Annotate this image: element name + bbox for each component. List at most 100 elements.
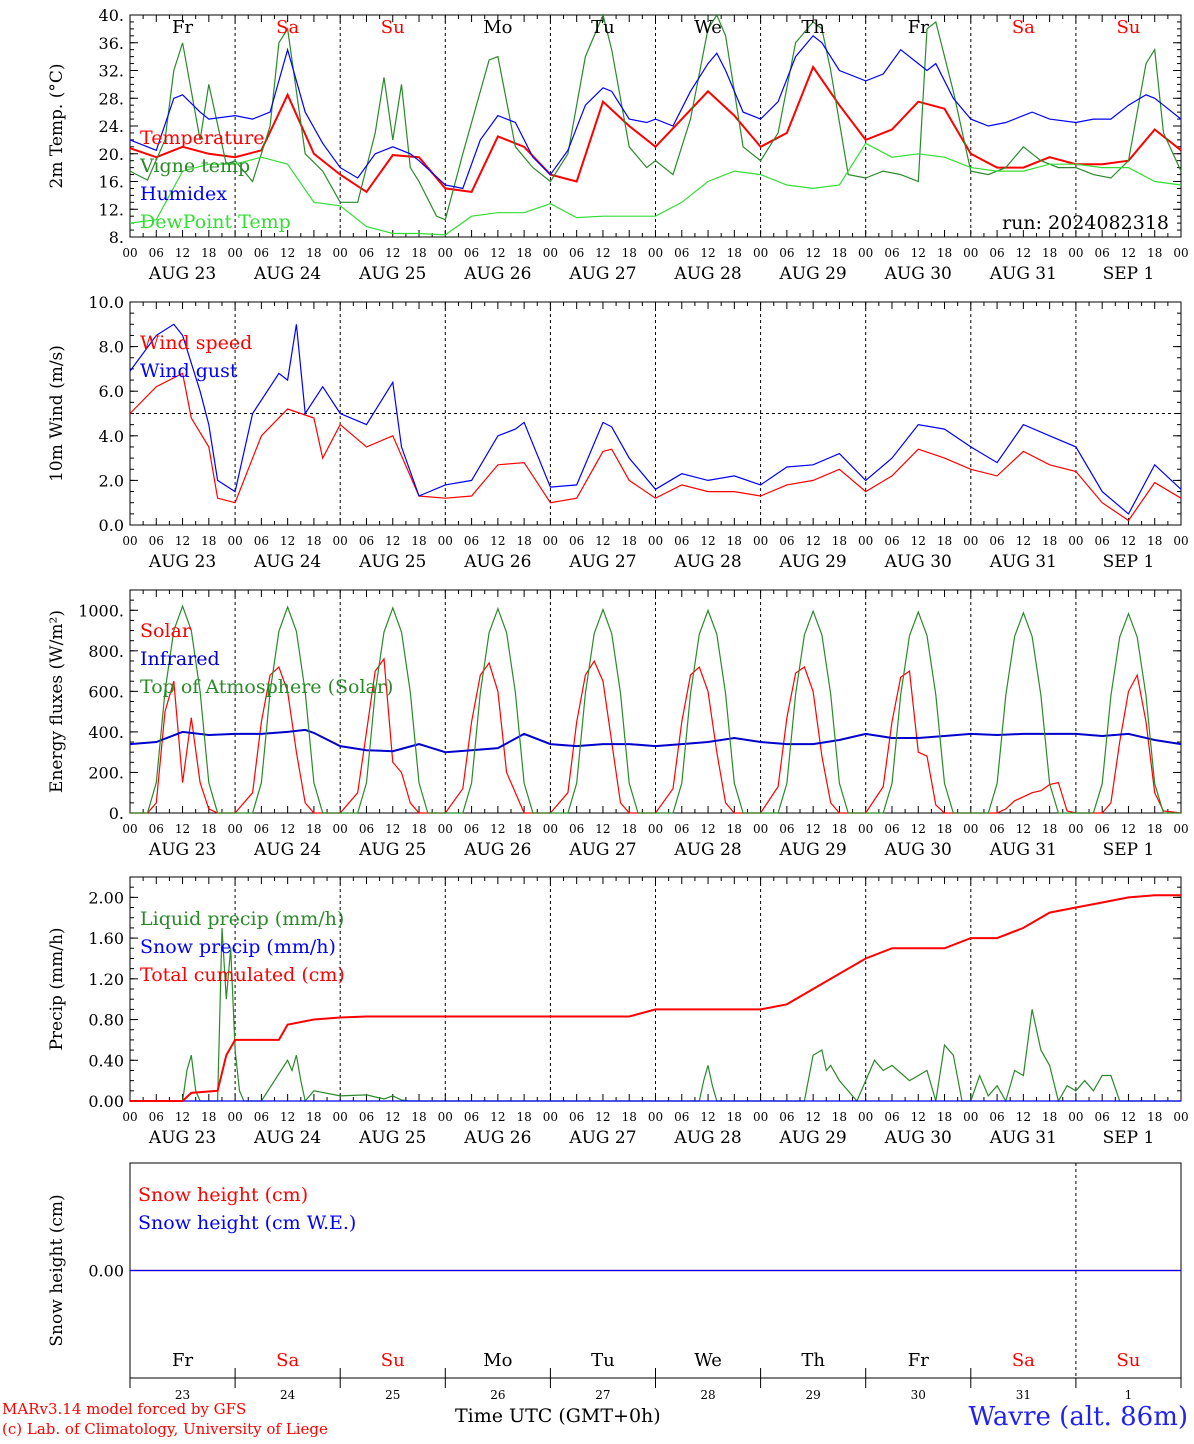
- hour-tick-label: 12: [806, 534, 821, 548]
- hour-tick-label: 06: [674, 822, 689, 836]
- hour-tick-label: 18: [622, 1110, 637, 1124]
- y-tick-label: 28.: [99, 89, 124, 108]
- hour-tick-label: 18: [1147, 534, 1162, 548]
- date-label: AUG 28: [673, 840, 741, 860]
- hour-tick-label: 06: [254, 534, 269, 548]
- hour-tick-label: 12: [280, 1110, 295, 1124]
- hour-tick-label: 00: [858, 822, 873, 836]
- hour-tick-label: 06: [779, 1110, 794, 1124]
- hour-tick-label: 00: [753, 822, 768, 836]
- hour-tick-label: 18: [1147, 246, 1162, 260]
- hour-tick-label: 00: [858, 1110, 873, 1124]
- hour-tick-label: 06: [884, 534, 899, 548]
- date-label: AUG 27: [568, 264, 636, 284]
- y-tick-label: 0.00: [88, 1262, 124, 1281]
- hour-tick-label: 18: [937, 534, 952, 548]
- y-tick-label: 40.: [99, 6, 124, 25]
- hour-tick-label: 12: [385, 246, 400, 260]
- day-of-week-bottom: Mo: [483, 1350, 512, 1371]
- hour-tick-label: 00: [1173, 822, 1188, 836]
- hour-tick-label: 12: [911, 822, 926, 836]
- date-label: AUG 27: [568, 552, 636, 572]
- hour-tick-label: 00: [963, 246, 978, 260]
- hour-tick-label: 00: [438, 1110, 453, 1124]
- legend-entry: Wind gust: [140, 360, 238, 382]
- hour-tick-label: 12: [911, 1110, 926, 1124]
- hour-tick-label: 06: [674, 534, 689, 548]
- hour-tick-label: 12: [490, 246, 505, 260]
- y-tick-label: 2.00: [88, 888, 124, 907]
- date-label: AUG 29: [779, 552, 847, 572]
- hour-tick-label: 00: [543, 822, 558, 836]
- legend-entry: Total cumulated (cm): [140, 964, 345, 986]
- hour-tick-label: 06: [464, 1110, 479, 1124]
- date-label: AUG 31: [989, 1128, 1057, 1148]
- series-line-wind-gust: [129, 323, 1182, 515]
- hour-tick-label: 00: [963, 534, 978, 548]
- hour-tick-label: 00: [1068, 246, 1083, 260]
- date-label: SEP 1: [1103, 1128, 1155, 1148]
- hour-tick-label: 12: [700, 1110, 715, 1124]
- hour-tick-label: 18: [306, 246, 321, 260]
- hour-tick-label: 06: [254, 1110, 269, 1124]
- hour-tick-label: 00: [753, 534, 768, 548]
- hour-tick-label: 12: [175, 822, 190, 836]
- hour-tick-label: 12: [806, 822, 821, 836]
- y-tick-label: 1000.: [78, 601, 124, 620]
- day-number-label: 27: [595, 1388, 610, 1402]
- hour-tick-label: 00: [648, 822, 663, 836]
- hour-tick-label: 18: [937, 246, 952, 260]
- y-tick-label: 2.0: [99, 471, 124, 490]
- hour-tick-label: 06: [884, 822, 899, 836]
- hour-tick-label: 00: [1173, 246, 1188, 260]
- day-of-week-top: Su: [381, 17, 405, 38]
- series-line-dewpoint-temp: [129, 142, 1182, 236]
- day-number-label: 30: [911, 1388, 926, 1402]
- y-tick-label: 0.00: [88, 1092, 124, 1111]
- hour-tick-label: 00: [122, 1110, 137, 1124]
- date-label: AUG 24: [253, 552, 321, 572]
- hour-tick-label: 18: [832, 822, 847, 836]
- hour-tick-label: 12: [1121, 822, 1136, 836]
- hour-tick-label: 06: [569, 246, 584, 260]
- date-label: AUG 23: [148, 840, 216, 860]
- hour-tick-label: 06: [884, 246, 899, 260]
- hour-tick-label: 12: [806, 1110, 821, 1124]
- y-tick-label: 1.20: [88, 970, 124, 989]
- hour-tick-label: 18: [937, 1110, 952, 1124]
- hour-tick-label: 06: [254, 246, 269, 260]
- hour-tick-label: 00: [858, 534, 873, 548]
- hour-tick-label: 06: [989, 246, 1004, 260]
- hour-tick-label: 06: [674, 1110, 689, 1124]
- hour-tick-label: 18: [411, 1110, 426, 1124]
- hour-tick-label: 12: [1016, 1110, 1031, 1124]
- date-label: AUG 24: [253, 1128, 321, 1148]
- y-tick-label: 800.: [88, 642, 124, 661]
- y-tick-label: 20.: [99, 145, 124, 164]
- hour-tick-label: 12: [1121, 534, 1136, 548]
- y-axis-label: 2m Temp. (°C): [47, 63, 67, 188]
- day-number-label: 31: [1016, 1388, 1031, 1402]
- y-tick-label: 12.: [99, 200, 124, 219]
- hour-tick-label: 06: [989, 1110, 1004, 1124]
- hour-tick-label: 18: [832, 534, 847, 548]
- hour-tick-label: 18: [727, 822, 742, 836]
- date-label: SEP 1: [1103, 840, 1155, 860]
- hour-tick-label: 18: [1042, 246, 1057, 260]
- day-of-week-top: Th: [801, 17, 825, 38]
- hour-tick-label: 12: [911, 246, 926, 260]
- hour-tick-label: 12: [385, 1110, 400, 1124]
- legend-entry: Vigne temp: [139, 155, 250, 177]
- hour-tick-label: 00: [122, 822, 137, 836]
- hour-tick-label: 18: [622, 822, 637, 836]
- y-axis-label: 10m Wind (m/s): [47, 345, 67, 482]
- legend-entry: Wind speed: [140, 332, 252, 354]
- hour-tick-label: 18: [937, 822, 952, 836]
- day-of-week-top: Tu: [591, 17, 615, 38]
- y-tick-label: 8.0: [99, 338, 124, 357]
- date-label: AUG 29: [779, 264, 847, 284]
- date-label: AUG 31: [989, 840, 1057, 860]
- footer-credit-1: MARv3.14 model forced by GFS: [2, 1400, 247, 1418]
- hour-tick-label: 18: [306, 1110, 321, 1124]
